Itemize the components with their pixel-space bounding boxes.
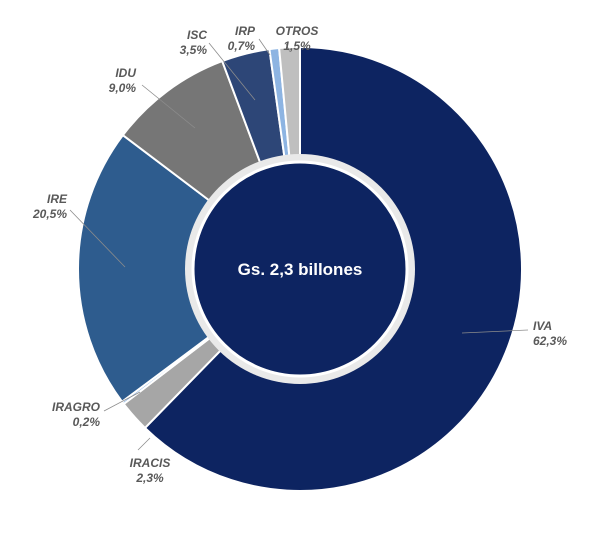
slice-pct-otros: 1,5%	[283, 39, 311, 53]
slice-label-isc: ISC	[187, 28, 207, 42]
leader-line-iva	[461, 329, 529, 334]
center-total-label: Gs. 2,3 billones	[238, 260, 363, 279]
leader-line-ire	[69, 209, 126, 268]
leader-line-iragro	[103, 391, 141, 412]
slice-pct-iva: 62,3%	[533, 334, 567, 348]
leader-line-irp	[258, 38, 271, 56]
center-layer: Gs. 2,3 billones	[185, 154, 415, 384]
leader-line-iracis	[137, 437, 151, 451]
slice-label-iragro: IRAGRO	[52, 400, 101, 414]
leader-line-otros	[285, 43, 291, 53]
slice-pct-irp: 0,7%	[228, 39, 256, 53]
slice-label-irp: IRP	[235, 24, 256, 38]
slice-label-ire: IRE	[47, 192, 68, 206]
leader-line-isc	[208, 42, 256, 101]
slice-label-otros: OTROS	[276, 24, 319, 38]
slice-pct-ire: 20,5%	[32, 207, 67, 221]
slice-pct-iracis: 2,3%	[135, 471, 164, 485]
center-disc	[191, 160, 409, 378]
slice-pct-idu: 9,0%	[109, 81, 137, 95]
slice-label-iva: IVA	[533, 319, 552, 333]
leader-line-idu	[141, 84, 196, 129]
slice-label-idu: IDU	[115, 66, 136, 80]
slice-pct-iragro: 0,2%	[73, 415, 101, 429]
slice-label-iracis: IRACIS	[130, 456, 171, 470]
slice-pct-isc: 3,5%	[180, 43, 208, 57]
